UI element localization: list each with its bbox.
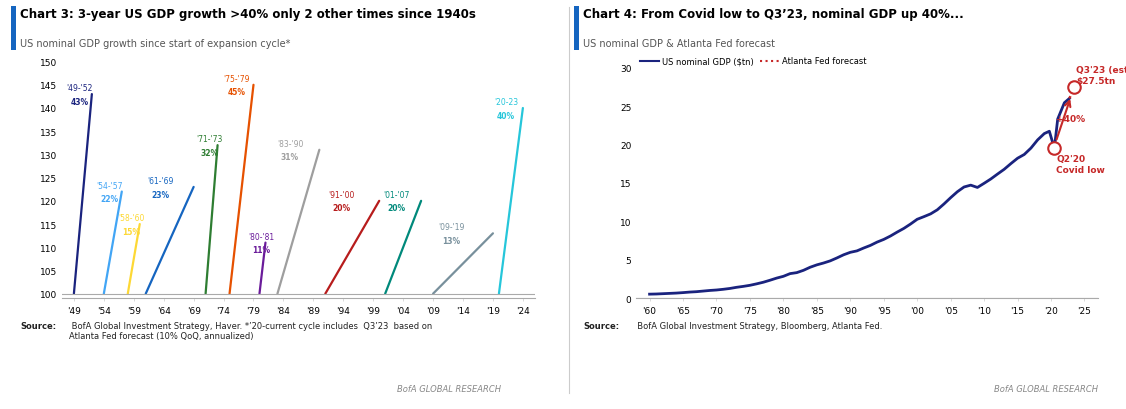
Text: Source:: Source: — [20, 321, 56, 330]
Text: 32%: 32% — [200, 148, 218, 157]
Text: '58-'60: '58-'60 — [118, 213, 144, 222]
Text: '09-'19: '09-'19 — [438, 223, 464, 232]
Text: '20-23: '20-23 — [494, 98, 518, 107]
Text: 45%: 45% — [227, 88, 245, 97]
Text: '01-'07: '01-'07 — [383, 191, 409, 200]
Text: 22%: 22% — [100, 195, 118, 204]
Text: 13%: 13% — [443, 236, 461, 245]
Text: BofA GLOBAL RESEARCH: BofA GLOBAL RESEARCH — [994, 384, 1098, 393]
Text: Chart 4: From Covid low to Q3’23, nominal GDP up 40%...: Chart 4: From Covid low to Q3’23, nomina… — [583, 8, 964, 21]
Text: '91-'00: '91-'00 — [329, 191, 355, 200]
Legend: US nominal GDP ($tn), Atlanta Fed forecast: US nominal GDP ($tn), Atlanta Fed foreca… — [641, 57, 867, 66]
Text: 20%: 20% — [387, 204, 405, 213]
Text: 11%: 11% — [252, 246, 270, 254]
Text: BofA Global Investment Strategy, Haver. *’20-current cycle includes  Q3’23  base: BofA Global Investment Strategy, Haver. … — [69, 321, 432, 340]
Text: Source:: Source: — [583, 321, 619, 330]
Text: '75-'79: '75-'79 — [223, 75, 250, 84]
Text: Q2'20
Covid low: Q2'20 Covid low — [1056, 155, 1106, 174]
Text: '71-'73: '71-'73 — [196, 135, 222, 144]
Text: 20%: 20% — [332, 204, 350, 213]
Text: Chart 3: 3-year US GDP growth >40% only 2 other times since 1940s: Chart 3: 3-year US GDP growth >40% only … — [20, 8, 476, 21]
Text: '49-'52: '49-'52 — [66, 84, 92, 93]
Text: 31%: 31% — [282, 153, 300, 162]
Text: BofA GLOBAL RESEARCH: BofA GLOBAL RESEARCH — [397, 384, 501, 393]
Text: 15%: 15% — [123, 227, 141, 236]
Text: '54-'57: '54-'57 — [96, 181, 123, 190]
Text: Q3'23 (est):
$27.5tn: Q3'23 (est): $27.5tn — [1076, 66, 1126, 85]
Text: '80-'81: '80-'81 — [248, 232, 275, 241]
Text: BofA Global Investment Strategy, Bloomberg, Atlanta Fed.: BofA Global Investment Strategy, Bloombe… — [632, 321, 882, 330]
Text: 40%: 40% — [497, 111, 516, 120]
Text: 23%: 23% — [151, 190, 169, 199]
Text: '83-'90: '83-'90 — [277, 139, 303, 148]
Text: US nominal GDP growth since start of expansion cycle*: US nominal GDP growth since start of exp… — [20, 39, 291, 49]
Text: +40%: +40% — [1056, 115, 1084, 124]
Text: '61-'69: '61-'69 — [146, 177, 173, 186]
Text: US nominal GDP & Atlanta Fed forecast: US nominal GDP & Atlanta Fed forecast — [583, 39, 776, 49]
Text: 43%: 43% — [70, 97, 88, 106]
